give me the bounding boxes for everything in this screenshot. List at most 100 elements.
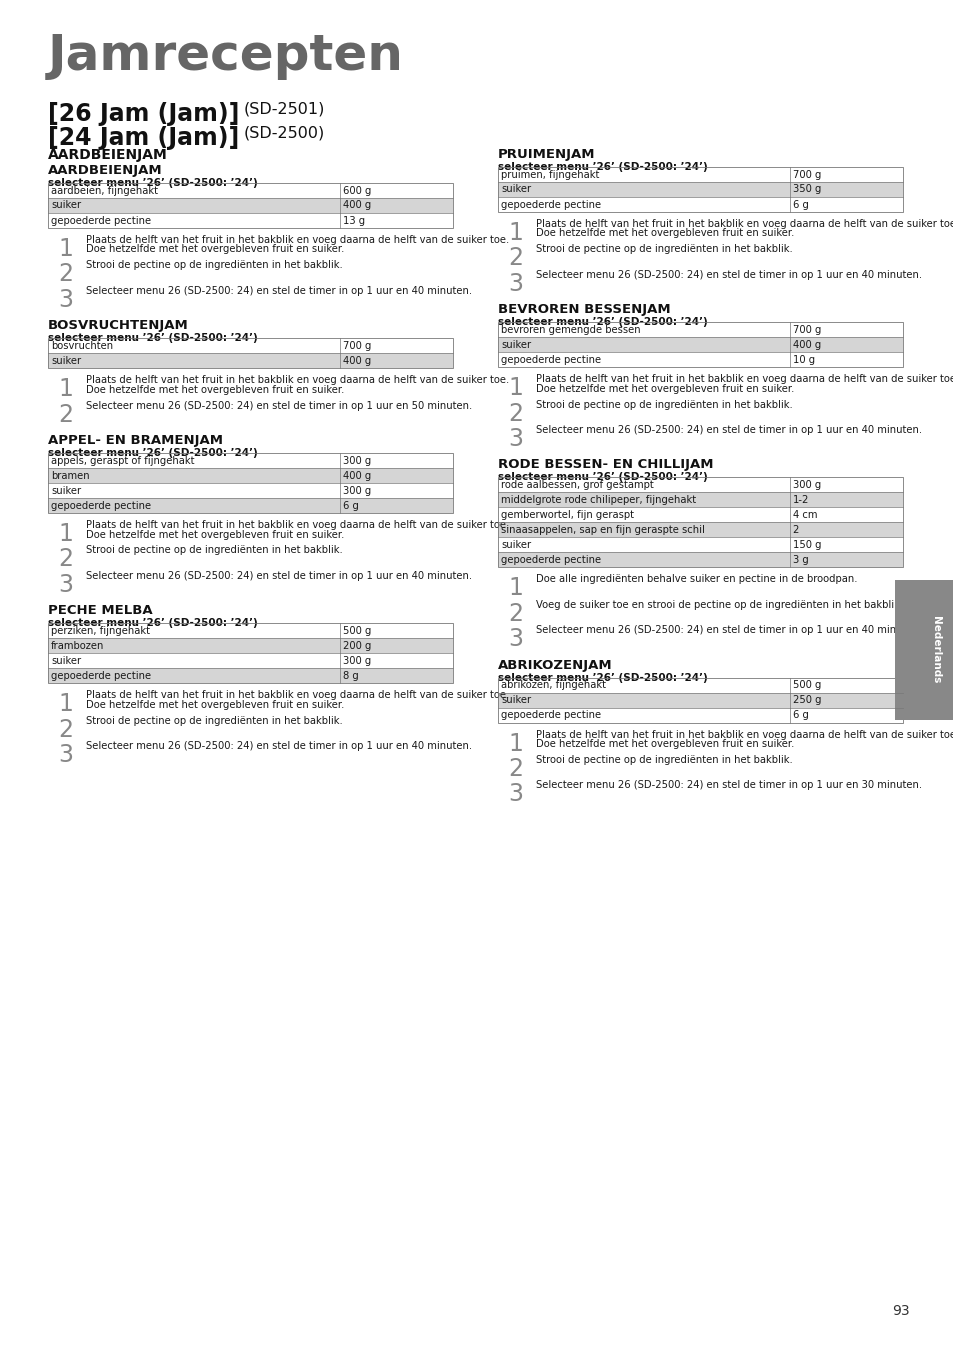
Text: 2: 2 bbox=[508, 602, 523, 626]
Text: Jamrecepten: Jamrecepten bbox=[48, 32, 403, 80]
Text: 6 g: 6 g bbox=[342, 501, 358, 510]
Text: 6 g: 6 g bbox=[792, 710, 807, 720]
Text: 3: 3 bbox=[508, 628, 523, 651]
Text: Selecteer menu 26 (SD-2500: 24) en stel de timer in op 1 uur en 40 minuten.: Selecteer menu 26 (SD-2500: 24) en stel … bbox=[536, 425, 922, 435]
Text: frambozen: frambozen bbox=[51, 641, 104, 651]
Text: gepoederde pectine: gepoederde pectine bbox=[500, 555, 600, 564]
Bar bbox=[497, 167, 902, 212]
Text: Plaats de helft van het fruit in het bakblik en voeg daarna de helft van de suik: Plaats de helft van het fruit in het bak… bbox=[86, 520, 509, 531]
Text: Selecteer menu 26 (SD-2500: 24) en stel de timer in op 1 uur en 50 minuten.: Selecteer menu 26 (SD-2500: 24) en stel … bbox=[86, 401, 472, 410]
Bar bbox=[48, 668, 453, 683]
Text: 1: 1 bbox=[508, 732, 523, 756]
Text: [26 Jam (Jam)]: [26 Jam (Jam)] bbox=[48, 103, 239, 126]
Text: 200 g: 200 g bbox=[342, 641, 371, 651]
Text: 1: 1 bbox=[58, 693, 73, 717]
Text: suiker: suiker bbox=[500, 695, 531, 705]
Text: 1: 1 bbox=[58, 377, 73, 401]
Text: 400 g: 400 g bbox=[342, 471, 371, 481]
Text: perziken, fijngehakt: perziken, fijngehakt bbox=[51, 625, 150, 636]
Text: 1: 1 bbox=[508, 221, 523, 244]
Text: 1-2: 1-2 bbox=[792, 495, 808, 505]
Text: selecteer menu ’26’ (SD-2500: ’24’): selecteer menu ’26’ (SD-2500: ’24’) bbox=[497, 317, 707, 327]
Text: 600 g: 600 g bbox=[342, 185, 371, 196]
Text: AARDBEIENJAM: AARDBEIENJAM bbox=[48, 148, 168, 162]
Text: Doe hetzelfde met het overgebleven fruit en suiker.: Doe hetzelfde met het overgebleven fruit… bbox=[536, 383, 794, 394]
Text: 400 g: 400 g bbox=[342, 355, 371, 366]
Text: gepoederde pectine: gepoederde pectine bbox=[500, 200, 600, 209]
Text: 500 g: 500 g bbox=[792, 680, 821, 690]
Text: Selecteer menu 26 (SD-2500: 24) en stel de timer in op 1 uur en 40 minuten.: Selecteer menu 26 (SD-2500: 24) en stel … bbox=[536, 270, 922, 279]
Text: Selecteer menu 26 (SD-2500: 24) en stel de timer in op 1 uur en 40 minuten.: Selecteer menu 26 (SD-2500: 24) en stel … bbox=[86, 286, 472, 296]
Text: Selecteer menu 26 (SD-2500: 24) en stel de timer in op 1 uur en 40 minuten.: Selecteer menu 26 (SD-2500: 24) en stel … bbox=[86, 741, 472, 751]
Text: 400 g: 400 g bbox=[342, 201, 371, 211]
Text: selecteer menu ’26’ (SD-2500: ’24’): selecteer menu ’26’ (SD-2500: ’24’) bbox=[48, 178, 257, 188]
Bar bbox=[48, 339, 453, 369]
Text: 3: 3 bbox=[58, 288, 73, 312]
Text: ABRIKOZENJAM: ABRIKOZENJAM bbox=[497, 659, 612, 671]
Text: BEVROREN BESSENJAM: BEVROREN BESSENJAM bbox=[497, 304, 670, 316]
Text: suiker: suiker bbox=[51, 486, 81, 495]
Text: 2: 2 bbox=[58, 262, 73, 286]
Text: 3: 3 bbox=[508, 427, 523, 451]
Text: 2: 2 bbox=[58, 402, 73, 427]
Text: APPEL- EN BRAMENJAM: APPEL- EN BRAMENJAM bbox=[48, 433, 223, 447]
Text: 2: 2 bbox=[58, 547, 73, 571]
Text: Strooi de pectine op de ingrediënten in het bakblik.: Strooi de pectine op de ingrediënten in … bbox=[86, 261, 342, 270]
Text: RODE BESSEN- EN CHILLIJAM: RODE BESSEN- EN CHILLIJAM bbox=[497, 459, 713, 471]
Text: Selecteer menu 26 (SD-2500: 24) en stel de timer in op 1 uur en 40 minuten.: Selecteer menu 26 (SD-2500: 24) en stel … bbox=[536, 625, 922, 636]
Text: 3: 3 bbox=[508, 783, 523, 806]
Text: selecteer menu ’26’ (SD-2500: ’24’): selecteer menu ’26’ (SD-2500: ’24’) bbox=[497, 162, 707, 171]
Text: pruimen, fijngehakt: pruimen, fijngehakt bbox=[500, 170, 598, 180]
Text: 2: 2 bbox=[58, 718, 73, 741]
Text: [24 Jam (Jam)]: [24 Jam (Jam)] bbox=[48, 126, 239, 150]
Bar bbox=[48, 184, 453, 228]
Text: Strooi de pectine op de ingrediënten in het bakblik.: Strooi de pectine op de ingrediënten in … bbox=[86, 545, 342, 555]
Text: 13 g: 13 g bbox=[342, 216, 364, 225]
Bar bbox=[48, 468, 453, 483]
Text: Nederlands: Nederlands bbox=[930, 617, 940, 683]
Text: Doe hetzelfde met het overgebleven fruit en suiker.: Doe hetzelfde met het overgebleven fruit… bbox=[86, 244, 344, 255]
Text: Strooi de pectine op de ingrediënten in het bakblik.: Strooi de pectine op de ingrediënten in … bbox=[86, 716, 342, 725]
Text: Strooi de pectine op de ingrediënten in het bakblik.: Strooi de pectine op de ingrediënten in … bbox=[536, 755, 792, 765]
Text: Doe alle ingrediënten behalve suiker en pectine in de broodpan.: Doe alle ingrediënten behalve suiker en … bbox=[536, 574, 857, 585]
Text: 8 g: 8 g bbox=[342, 671, 358, 680]
Bar bbox=[48, 198, 453, 213]
Text: 10 g: 10 g bbox=[792, 355, 814, 364]
Text: suiker: suiker bbox=[51, 656, 81, 666]
Text: selecteer menu ’26’ (SD-2500: ’24’): selecteer menu ’26’ (SD-2500: ’24’) bbox=[497, 472, 707, 482]
Text: gepoederde pectine: gepoederde pectine bbox=[500, 710, 600, 720]
Text: BOSVRUCHTENJAM: BOSVRUCHTENJAM bbox=[48, 319, 189, 332]
Text: 500 g: 500 g bbox=[342, 625, 371, 636]
Bar bbox=[497, 522, 902, 537]
Text: AARDBEIENJAM: AARDBEIENJAM bbox=[48, 163, 162, 177]
Text: appels, geraspt of fijngehakt: appels, geraspt of fijngehakt bbox=[51, 455, 194, 466]
Text: 1: 1 bbox=[508, 576, 523, 601]
Text: Doe hetzelfde met het overgebleven fruit en suiker.: Doe hetzelfde met het overgebleven fruit… bbox=[536, 228, 794, 239]
Text: Plaats de helft van het fruit in het bakblik en voeg daarna de helft van de suik: Plaats de helft van het fruit in het bak… bbox=[536, 374, 953, 385]
Text: middelgrote rode chilipeper, fijngehakt: middelgrote rode chilipeper, fijngehakt bbox=[500, 495, 696, 505]
Text: 1: 1 bbox=[58, 238, 73, 261]
Text: 250 g: 250 g bbox=[792, 695, 821, 705]
Text: gepoederde pectine: gepoederde pectine bbox=[51, 216, 151, 225]
Text: Plaats de helft van het fruit in het bakblik en voeg daarna de helft van de suik: Plaats de helft van het fruit in het bak… bbox=[86, 375, 509, 385]
Bar bbox=[497, 678, 902, 722]
Text: Plaats de helft van het fruit in het bakblik en voeg daarna de helft van de suik: Plaats de helft van het fruit in het bak… bbox=[86, 235, 509, 244]
Text: 2: 2 bbox=[792, 525, 798, 535]
Bar bbox=[497, 693, 902, 707]
Text: Doe hetzelfde met het overgebleven fruit en suiker.: Doe hetzelfde met het overgebleven fruit… bbox=[536, 738, 794, 749]
Text: 3: 3 bbox=[508, 271, 523, 296]
Text: aardbeien, fijngehakt: aardbeien, fijngehakt bbox=[51, 185, 158, 196]
Text: gemberwortel, fijn geraspt: gemberwortel, fijn geraspt bbox=[500, 510, 634, 520]
Text: 6 g: 6 g bbox=[792, 200, 807, 209]
Text: Strooi de pectine op de ingrediënten in het bakblik.: Strooi de pectine op de ingrediënten in … bbox=[536, 400, 792, 409]
Bar bbox=[497, 182, 902, 197]
Text: PECHE MELBA: PECHE MELBA bbox=[48, 605, 152, 617]
Bar bbox=[497, 338, 902, 352]
Text: 93: 93 bbox=[891, 1304, 909, 1318]
Text: abrikozen, fijngehakt: abrikozen, fijngehakt bbox=[500, 680, 605, 690]
Text: Strooi de pectine op de ingrediënten in het bakblik.: Strooi de pectine op de ingrediënten in … bbox=[536, 244, 792, 254]
Text: Selecteer menu 26 (SD-2500: 24) en stel de timer in op 1 uur en 40 minuten.: Selecteer menu 26 (SD-2500: 24) en stel … bbox=[86, 571, 472, 580]
Text: suiker: suiker bbox=[51, 201, 81, 211]
Text: Selecteer menu 26 (SD-2500: 24) en stel de timer in op 1 uur en 30 minuten.: Selecteer menu 26 (SD-2500: 24) en stel … bbox=[536, 780, 922, 790]
Text: 2: 2 bbox=[508, 401, 523, 425]
